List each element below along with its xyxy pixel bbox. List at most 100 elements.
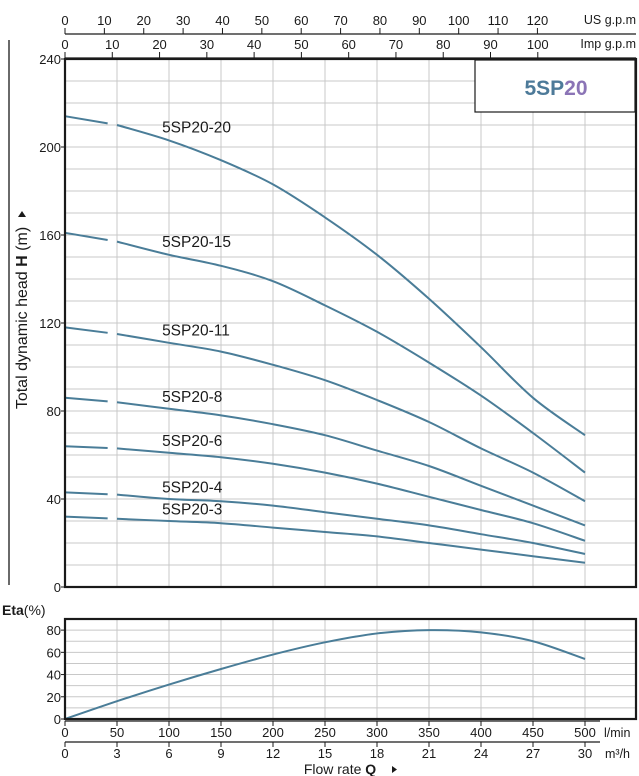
head-y-tick-labels: 0 40 80 120 160 200 240 [39, 52, 65, 595]
head-axis-arrow-icon [18, 211, 26, 217]
head-curve-start-segment [64, 326, 108, 334]
head-curve-line [116, 333, 586, 503]
top-axis-tick-label: 10 [97, 13, 111, 28]
head-curve-line [116, 401, 586, 527]
bottom-axis-tick-label: 400 [470, 725, 492, 740]
top-axis-tick-label: 10 [105, 37, 119, 52]
top-axis-tick-label: 60 [341, 37, 355, 52]
head-curve-label: 5SP20-4 [162, 479, 223, 496]
head-y-tick-label: 160 [39, 228, 61, 243]
bottom-axis-tick-label: 450 [522, 725, 544, 740]
bottom-axis-tick-label: 30 [578, 746, 592, 761]
model-title-number: 20 [564, 77, 587, 100]
bottom-axis-tick-label: 24 [474, 746, 488, 761]
model-title: 5SP20 [524, 77, 587, 100]
bottom-axis-tick-label: 15 [318, 746, 332, 761]
bottom-axis-tick-label: 27 [526, 746, 540, 761]
eta-curve-line [64, 629, 586, 720]
top-axis-tick-label: 40 [215, 13, 229, 28]
flow-axis-title-symbol: Q [365, 761, 376, 776]
bottom-axis-tick-label: 3 [113, 746, 120, 761]
bottom-axis-tick-label: 100 [158, 725, 180, 740]
eta-curve [64, 629, 586, 720]
bottom-axis-tick-label: 21 [422, 746, 436, 761]
top-axis-tick-label: 90 [412, 13, 426, 28]
eta-y-tick-label: 0 [54, 712, 61, 727]
bottom-axis-tick-label: 200 [262, 725, 284, 740]
head-curve-label: 5SP20-8 [162, 389, 222, 406]
head-curve-start-segment [64, 115, 108, 125]
top-axis-tick-label: 50 [255, 13, 269, 28]
head-axis-title: Total dynamic head H (m) [14, 211, 31, 409]
model-title-series: 5SP [524, 77, 564, 100]
head-y-tick-label: 240 [39, 52, 61, 67]
head-curve-label: 5SP20-6 [162, 433, 222, 450]
top-axis-tick-label: 100 [527, 37, 549, 52]
top-axis-tick-label: 30 [176, 13, 190, 28]
top-axis-tick-label: 20 [137, 13, 151, 28]
eta-y-tick-label: 80 [47, 623, 61, 638]
bottom-flow-axes: 0 50 100 150 200 250 300 350 400 450 500 0 3 6 9 12 15 18… [61, 720, 600, 761]
eta-y-tick-label: 20 [47, 690, 61, 705]
top-axis-tick-label: 80 [373, 13, 387, 28]
bottom-axis-tick-label: 50 [110, 725, 124, 740]
head-curve-labels: 5SP20-20 5SP20-15 5SP20-11 5SP20-8 5SP20-6 5S… [162, 119, 231, 518]
top-axis-tick-label: 40 [247, 37, 261, 52]
bottom-axis-tick-label: 150 [210, 725, 232, 740]
flow-axis-title-main: Flow rate [304, 761, 365, 776]
head-curve-label: 5SP20-20 [162, 119, 231, 136]
head-y-tick-label: 40 [47, 492, 61, 507]
eta-axis-title-unit: (%) [24, 602, 46, 618]
bottom-axis-tick-label: 0 [61, 725, 68, 740]
eta-plot-frame [63, 617, 638, 721]
head-curve-line [116, 493, 586, 555]
top-axis-tick-label: 70 [333, 13, 347, 28]
eta-axis-title-text: Eta [2, 602, 24, 618]
eta-y-tick-label: 60 [47, 645, 61, 660]
top-axis-tick-label: 100 [448, 13, 470, 28]
bottom-axis-tick-label: 6 [165, 746, 172, 761]
bottom-axis-tick-label: 12 [266, 746, 280, 761]
head-curve-label: 5SP20-15 [162, 234, 231, 251]
head-curve-start-segment [64, 231, 108, 242]
top-axis-tick-label: 50 [294, 37, 308, 52]
eta-axis-title: Eta(%) [2, 602, 46, 618]
top-axis-tick-label: 90 [483, 37, 497, 52]
head-curve-start-segment [64, 515, 108, 520]
head-y-tick-label: 200 [39, 140, 61, 155]
head-axis-title-main: Total dynamic head [14, 267, 31, 409]
m3h-unit-label: m³/h [605, 747, 630, 761]
top-axis-tick-label: 60 [294, 13, 308, 28]
bottom-axis-tick-label: 250 [314, 725, 336, 740]
top-axis-tick-label: 0 [61, 13, 68, 28]
head-curve-label: 5SP20-3 [162, 502, 222, 519]
head-y-tick-label: 80 [47, 404, 61, 419]
head-curve-start-segment [64, 396, 108, 403]
top-axis-tick-label: 80 [436, 37, 450, 52]
bottom-axis-tick-label: 9 [217, 746, 224, 761]
top-axis-tick-label: 20 [152, 37, 166, 52]
eta-y-tick-label: 40 [47, 668, 61, 683]
head-curve-start-segment [64, 491, 108, 496]
flow-axis-arrow-icon [392, 766, 397, 773]
head-plot-frame [63, 57, 638, 589]
lmin-unit-label: l/min [604, 726, 630, 740]
bottom-axis-tick-label: 18 [370, 746, 384, 761]
head-curve-line [116, 517, 586, 564]
us-gpm-unit-label: US g.p.m [584, 13, 636, 27]
imp-gpm-unit-label: Imp g.p.m [580, 37, 636, 51]
model-title-box [474, 59, 636, 113]
head-curves [64, 115, 586, 564]
head-curve-line [116, 447, 586, 542]
head-curve-line [116, 124, 586, 437]
top-axis-tick-label: 110 [488, 13, 509, 28]
head-axis-title-symbol: H [14, 255, 31, 267]
head-y-tick-label: 0 [54, 580, 61, 595]
bottom-axis-tick-label: 300 [366, 725, 388, 740]
flow-axis-title: Flow rate Q [304, 761, 376, 776]
head-axis-title-unit: (m) [14, 227, 31, 255]
top-axis-tick-label: 0 [61, 37, 68, 52]
head-y-tick-label: 120 [39, 316, 61, 331]
head-curve-start-segment [64, 445, 108, 450]
